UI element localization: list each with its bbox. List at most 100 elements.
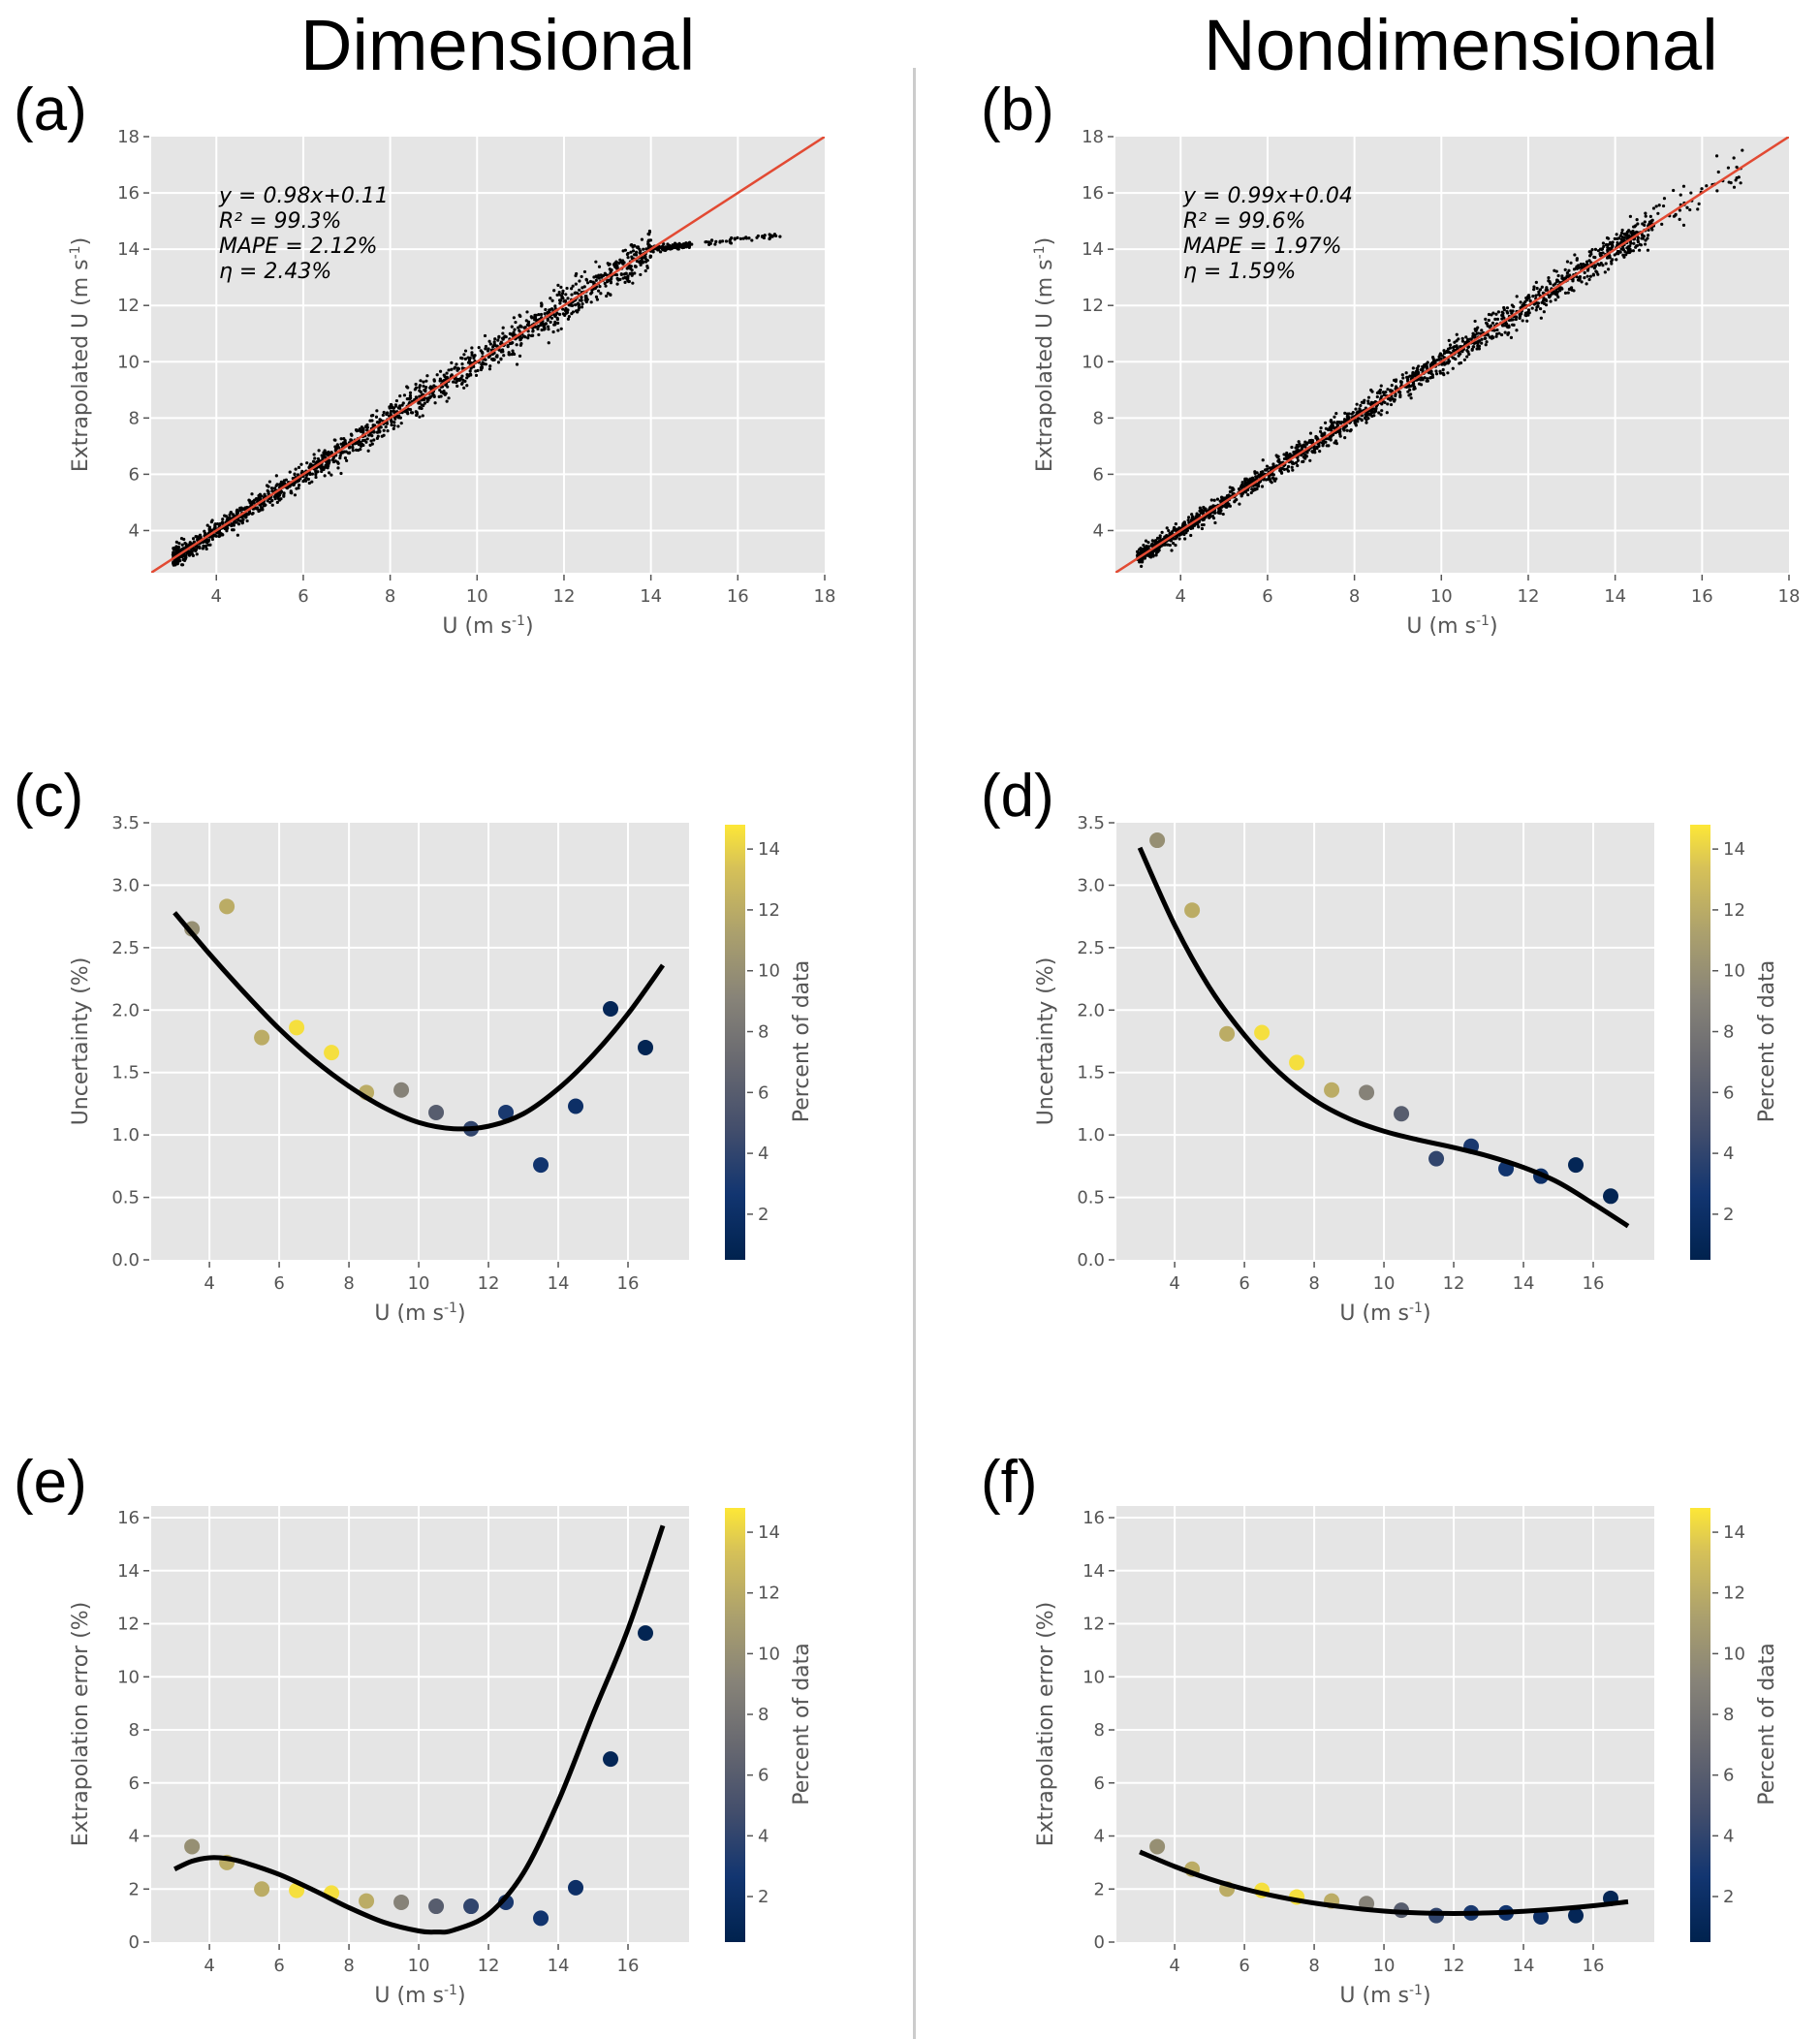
scatter-point: [582, 269, 587, 274]
scatter-point: [1563, 267, 1567, 272]
chart-panel-f: 4 6 8 10 12 14 16 0 2 4 6 8 10 12 14 16 U (m s-1) Extrapo…: [1034, 1506, 1779, 2008]
scatter-point: [1552, 283, 1555, 287]
scatter-point: [463, 379, 467, 383]
scatter-point: [615, 282, 619, 286]
scatter-point: [1646, 248, 1650, 252]
scatter-point: [1318, 429, 1323, 433]
scatter-point: [1423, 376, 1427, 380]
colorbar-label: Percent of data: [790, 960, 814, 1123]
scatter-point: [393, 403, 398, 407]
scatter-point: [1499, 332, 1504, 337]
stats-annotation: η = 2.43%: [219, 260, 331, 284]
scatter-point: [1296, 458, 1301, 462]
scatter-point: [1467, 352, 1471, 357]
data-point: [1533, 1908, 1550, 1925]
data-point: [1359, 1084, 1375, 1101]
scatter-point: [1507, 324, 1511, 328]
scatter-point: [1644, 214, 1647, 218]
scatter-point: [1635, 243, 1640, 248]
scatter-point: [730, 235, 734, 240]
scatter-point: [488, 364, 492, 368]
scatter-point: [263, 504, 267, 508]
scatter-point: [1500, 317, 1504, 321]
scatter-point: [1495, 317, 1500, 321]
scatter-point: [195, 535, 200, 539]
x-tick-label: 14: [548, 1956, 570, 1976]
scatter-point: [1572, 289, 1576, 293]
scatter-point: [1561, 277, 1565, 281]
scatter-point: [1494, 312, 1498, 316]
scatter-point: [603, 281, 607, 286]
y-tick-label: 6: [1093, 464, 1104, 485]
scatter-point: [1509, 309, 1513, 313]
scatter-point: [1172, 528, 1176, 532]
scatter-point: [1297, 440, 1301, 444]
scatter-point: [683, 245, 687, 249]
scatter-point: [1503, 330, 1507, 334]
scatter-point: [578, 279, 581, 283]
scatter-point: [580, 305, 584, 309]
scatter-point: [537, 312, 541, 317]
scatter-point: [1318, 449, 1322, 454]
scatter-point: [419, 390, 423, 394]
scatter-point: [1225, 494, 1230, 498]
scatter-point: [1446, 371, 1450, 375]
scatter-point: [537, 324, 541, 329]
scatter-point: [550, 298, 554, 302]
scatter-point: [470, 346, 474, 350]
scatter-point: [1636, 235, 1640, 239]
scatter-point: [272, 486, 277, 490]
scatter-point: [1157, 549, 1161, 552]
scatter-point: [230, 523, 234, 527]
scatter-point: [1515, 295, 1519, 298]
x-tick-label: 6: [1239, 1273, 1249, 1294]
scatter-point: [414, 395, 419, 399]
scatter-point: [339, 452, 343, 455]
scatter-point: [1282, 456, 1287, 461]
scatter-point: [589, 292, 593, 296]
scatter-point: [1354, 407, 1358, 411]
scatter-point: [1569, 286, 1574, 290]
scatter-point: [557, 312, 562, 316]
scatter-point: [1196, 522, 1200, 526]
y-tick-label: 14: [1083, 1561, 1105, 1582]
scatter-point: [511, 349, 515, 353]
scatter-point: [470, 351, 474, 355]
x-tick-label: 10: [1430, 586, 1453, 607]
scatter-point: [1314, 434, 1318, 439]
scatter-point: [1679, 193, 1682, 197]
scatter-point: [1505, 306, 1510, 310]
scatter-point: [1553, 268, 1556, 272]
chart-panel-a: 4 6 8 10 12 14 16 18 4 6 8 10 12 14 16 18 U (m s-1) Extra…: [68, 127, 835, 639]
scatter-point: [1389, 402, 1394, 407]
scatter-point: [1643, 220, 1647, 224]
data-point: [568, 1879, 584, 1896]
scatter-point: [423, 401, 426, 405]
scatter-point: [359, 429, 362, 433]
scatter-point: [705, 239, 708, 244]
scatter-point: [191, 537, 196, 541]
scatter-point: [1716, 170, 1720, 174]
x-tick-label: 12: [478, 1956, 500, 1976]
scatter-point: [1611, 240, 1615, 244]
scatter-point: [1319, 425, 1323, 430]
scatter-point: [567, 315, 571, 319]
scatter-point: [1363, 416, 1367, 420]
scatter-point: [338, 454, 342, 457]
scatter-point: [327, 461, 330, 465]
scatter-point: [1474, 329, 1478, 333]
scatter-point: [1591, 273, 1595, 277]
scatter-point: [221, 518, 225, 521]
scatter-point: [288, 470, 292, 474]
scatter-point: [1548, 294, 1553, 298]
scatter-point: [1625, 251, 1630, 255]
scatter-point: [257, 509, 261, 514]
scatter-point: [1632, 225, 1636, 229]
scatter-point: [733, 237, 737, 241]
y-axis-label: Extrapolation error (%): [1034, 1602, 1058, 1847]
x-tick-label: 16: [1583, 1956, 1605, 1976]
scatter-point: [638, 247, 642, 251]
scatter-point: [1303, 440, 1307, 444]
x-tick-label: 4: [1169, 1956, 1179, 1976]
scatter-point: [204, 545, 207, 549]
